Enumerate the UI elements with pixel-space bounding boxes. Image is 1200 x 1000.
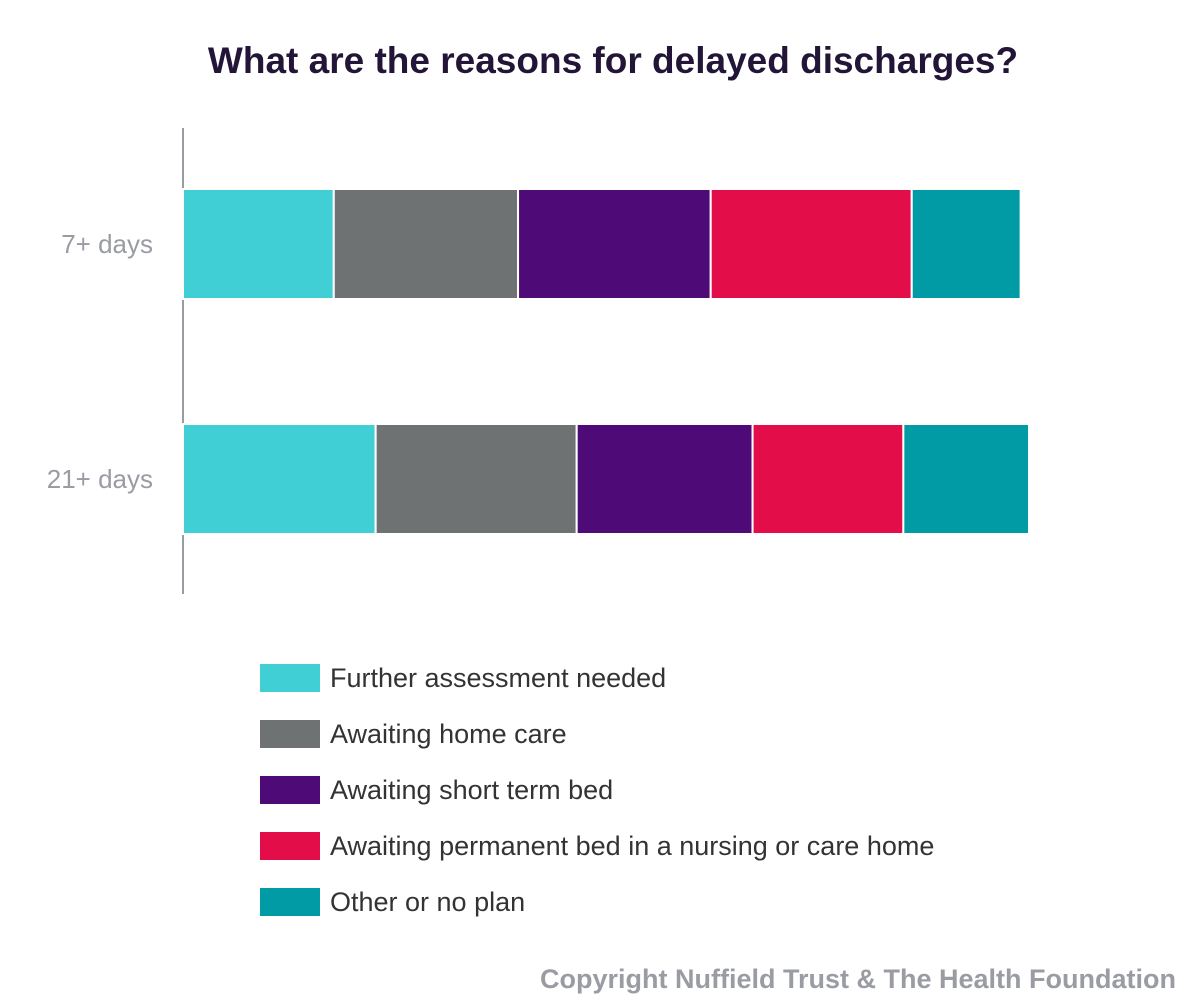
chart-title: What are the reasons for delayed dischar… [207, 40, 1019, 81]
legend-swatch [260, 888, 320, 916]
copyright-notice: Copyright Nuffield Trust & The Health Fo… [540, 964, 1176, 994]
legend-swatch [260, 776, 320, 804]
legend-swatch [260, 664, 320, 692]
bar-segment [182, 423, 377, 535]
legend-label: Awaiting permanent bed in a nursing or c… [330, 831, 935, 861]
bar-group [182, 188, 1031, 535]
bar-segment [575, 423, 754, 535]
bar-segment [332, 188, 520, 300]
legend-item: Awaiting home care [260, 716, 934, 772]
bar-segment [182, 188, 335, 300]
bar-segment [709, 188, 913, 300]
legend-label: Other or no plan [330, 887, 526, 917]
legend-swatch [260, 832, 320, 860]
legend-label: Awaiting short term bed [330, 775, 614, 805]
legend-swatch [260, 720, 320, 748]
bar-segment [751, 423, 905, 535]
bar-segment [517, 188, 712, 300]
chart-legend: Further assessment needed Awaiting home c… [260, 660, 934, 940]
legend-item: Awaiting permanent bed in a nursing or c… [260, 828, 934, 884]
chart-plot-area: 7+ days 21+ days [47, 128, 1031, 594]
category-label: 7+ days [61, 229, 153, 259]
bar-segment [902, 423, 1031, 535]
legend-label: Awaiting home care [330, 719, 567, 749]
legend-item: Other or no plan [260, 884, 934, 940]
category-labels: 7+ days 21+ days [47, 229, 153, 494]
bar-segment [910, 188, 1022, 300]
legend-label: Further assessment needed [330, 663, 667, 693]
legend-item: Further assessment needed [260, 660, 934, 716]
legend-item: Awaiting short term bed [260, 772, 934, 828]
category-label: 21+ days [47, 464, 153, 494]
bar-segment [374, 423, 578, 535]
